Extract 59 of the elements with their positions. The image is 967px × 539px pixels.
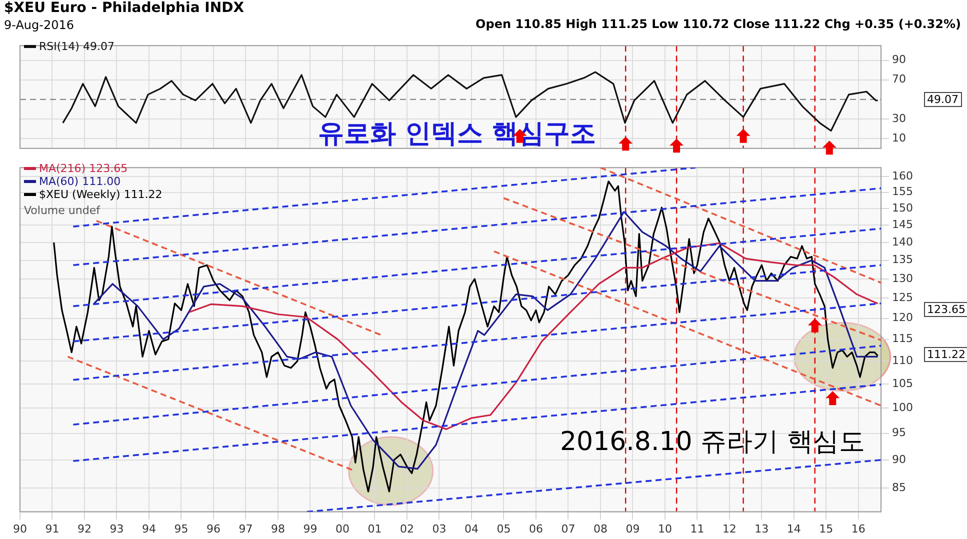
x-tick-label: 15 bbox=[819, 522, 834, 536]
x-tick-label: 09 bbox=[626, 522, 640, 536]
annotation: Volume undef bbox=[24, 204, 100, 217]
x-tick-label: 96 bbox=[206, 522, 220, 536]
y-tick-label: 135 bbox=[892, 253, 913, 266]
y-tick-label: 90 bbox=[892, 53, 906, 66]
x-tick-label: 98 bbox=[270, 522, 285, 536]
x-tick-label: 07 bbox=[561, 522, 576, 536]
y-tick-label: 100 bbox=[892, 400, 913, 414]
y-tick-label: 150 bbox=[892, 201, 913, 214]
x-tick-label: 05 bbox=[496, 522, 511, 536]
x-tick-label: 92 bbox=[77, 522, 92, 536]
text: 123.65 bbox=[924, 302, 967, 317]
y-tick-label: 110 bbox=[892, 354, 913, 368]
x-tick-label: 04 bbox=[464, 522, 478, 536]
legend-label: MA(60) 111.00 bbox=[39, 175, 121, 188]
y-tick-label: 140 bbox=[892, 235, 913, 248]
x-tick-label: 08 bbox=[593, 522, 608, 536]
y-tick-label: 10 bbox=[892, 131, 906, 144]
y-tick-label: 105 bbox=[892, 376, 913, 390]
y-tick-label: 90 bbox=[892, 452, 906, 466]
y-tick-label: 130 bbox=[892, 272, 913, 285]
x-tick-label: 13 bbox=[754, 522, 769, 536]
y-tick-label: 125 bbox=[892, 291, 913, 304]
y-tick-label: 145 bbox=[892, 218, 913, 232]
x-tick-label: 90 bbox=[13, 522, 27, 536]
x-tick-label: 00 bbox=[335, 522, 350, 536]
x-tick-label: 12 bbox=[722, 522, 736, 536]
x-tick-label: 11 bbox=[690, 522, 704, 536]
x-tick-label: 01 bbox=[368, 522, 382, 536]
y-tick-label: 95 bbox=[892, 426, 906, 440]
x-tick-label: 06 bbox=[528, 522, 543, 536]
x-tick-label: 03 bbox=[432, 522, 446, 536]
y-tick-label: 115 bbox=[892, 332, 913, 346]
annotation: 2016.8.10 쥬라기 핵심도 bbox=[560, 426, 865, 459]
y-tick-label: 155 bbox=[892, 185, 913, 198]
legend-label: MA(216) 123.65 bbox=[39, 162, 128, 175]
y-tick-label: 160 bbox=[892, 170, 913, 183]
chart-title: $XEU Euro - Philadelphia INDX bbox=[4, 0, 244, 16]
x-tick-label: 93 bbox=[110, 522, 124, 536]
x-tick-label: 94 bbox=[142, 522, 156, 536]
y-tick-label: 30 bbox=[892, 112, 906, 125]
x-tick-label: 10 bbox=[658, 522, 672, 536]
y-tick-label: 70 bbox=[892, 72, 906, 86]
legend-label: $XEU (Weekly) 111.22 bbox=[39, 188, 162, 201]
y-tick-label: 85 bbox=[892, 480, 906, 494]
x-tick-label: 14 bbox=[786, 522, 801, 536]
x-tick-label: 95 bbox=[174, 522, 188, 536]
x-tick-label: 16 bbox=[851, 522, 866, 536]
text: Open 110.85 High 111.25 Low 110.72 Close 111.22 Chg +0.35 (+0.32%) bbox=[476, 17, 961, 31]
y-tick-label: 120 bbox=[892, 311, 913, 324]
x-tick-label: 91 bbox=[45, 522, 60, 536]
chart-subtitle: 9-Aug-2016 bbox=[4, 18, 74, 32]
x-tick-label: 99 bbox=[303, 522, 318, 536]
x-tick-label: 97 bbox=[238, 522, 253, 536]
text: 49.07 bbox=[924, 92, 962, 107]
x-tick-label: 02 bbox=[400, 522, 414, 536]
legend-label: RSI(14) 49.07 bbox=[39, 40, 114, 53]
text: 111.22 bbox=[924, 347, 967, 362]
